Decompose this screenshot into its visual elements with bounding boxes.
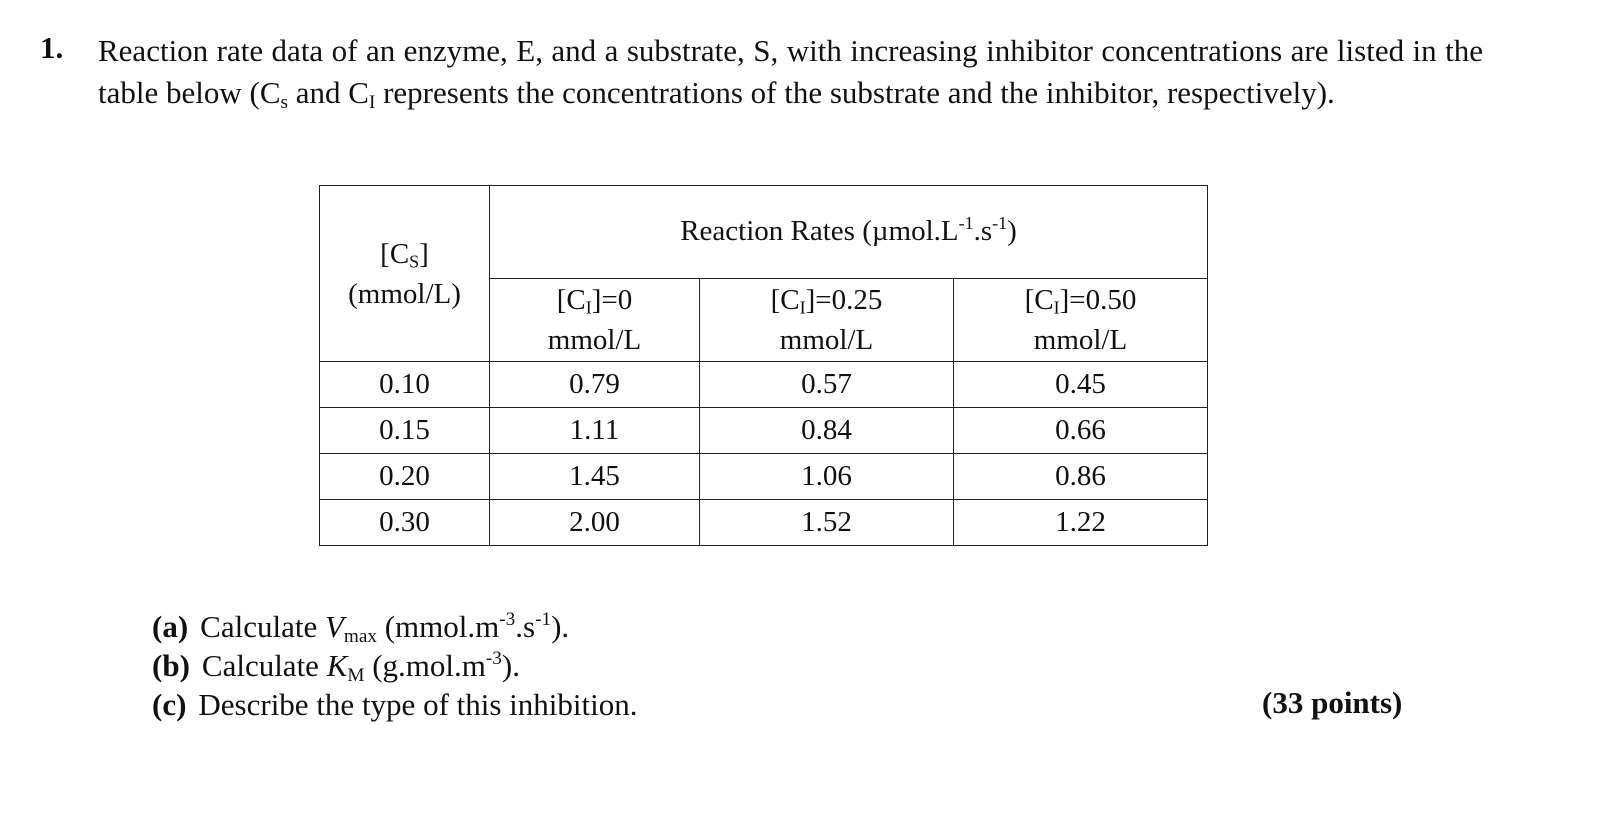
- rate-cell: 1.11: [489, 407, 700, 454]
- table-header-row: [CS] (mmol/L) Reaction Rates (µmol.L-1.s…: [319, 185, 1208, 362]
- cs-cell: 0.20: [319, 453, 490, 500]
- cs-cell: 0.15: [319, 407, 490, 454]
- rate-cell: 1.45: [489, 453, 700, 500]
- question-letter: (b): [152, 648, 190, 683]
- substrate-subscript: s: [280, 91, 288, 113]
- question-b: (b) Calculate KM (g.mol.m-3).: [152, 648, 520, 686]
- cs-cell: 0.30: [319, 499, 490, 546]
- table-row: 0.15 1.11 0.84 0.66: [319, 407, 1208, 454]
- rate-cell: 0.66: [953, 407, 1208, 454]
- table-row: 0.10 0.79 0.57 0.45: [319, 361, 1208, 408]
- statement-text-3: represents the concentrations of the sub…: [375, 75, 1335, 110]
- rate-cell: 2.00: [489, 499, 700, 546]
- cs-cell: 0.10: [319, 361, 490, 408]
- problem-number: 1.: [40, 30, 64, 65]
- rate-cell: 0.86: [953, 453, 1208, 500]
- inhibitor-header-row: [CI]=0 mmol/L [CI]=0.25 mmol/L [CI]=0.50 mm…: [320, 277, 1208, 363]
- inhibitor-column-header-0: [CI]=0 mmol/L: [489, 277, 700, 363]
- problem-statement: Reaction rate data of an enzyme, E, and …: [98, 30, 1483, 114]
- inhibitor-column-header-050: [CI]=0.50 mmol/L: [953, 277, 1208, 363]
- reaction-rates-header: Reaction Rates (µmol.L-1.s-1): [489, 185, 1208, 279]
- rate-cell: 0.57: [699, 361, 954, 408]
- table-row: 0.30 2.00 1.52 1.22: [319, 499, 1208, 546]
- rate-cell: 1.22: [953, 499, 1208, 546]
- km-symbol: K: [326, 648, 348, 683]
- rate-cell: 1.06: [699, 453, 954, 500]
- substrate-concentration-header: [CS] (mmol/L): [319, 185, 490, 362]
- inhibitor-subscript: I: [368, 91, 376, 113]
- reaction-rate-table: [CS] (mmol/L) Reaction Rates (µmol.L-1.s…: [319, 185, 1208, 546]
- substrate-unit: (mmol/L): [348, 277, 461, 310]
- rate-cell: 0.79: [489, 361, 700, 408]
- points-label: (33 points): [1262, 685, 1403, 720]
- rate-cell: 1.52: [699, 499, 954, 546]
- sub-questions: (a) Calculate Vmax (mmol.m-3.s-1). (b) Cal…: [152, 607, 638, 724]
- question-a: (a) Calculate Vmax (mmol.m-3.s-1).: [152, 609, 570, 647]
- rate-cell: 0.45: [953, 361, 1208, 408]
- vmax-symbol: V: [324, 609, 344, 644]
- question-c: (c) Describe the type of this inhibition.: [152, 687, 638, 722]
- question-letter: (c): [152, 687, 187, 722]
- statement-text-2: and C: [288, 75, 369, 110]
- statement-text-1: Reaction rate data of an enzyme, E, and …: [98, 33, 1483, 110]
- question-letter: (a): [152, 609, 189, 644]
- rate-cell: 0.84: [699, 407, 954, 454]
- inhibitor-column-header-025: [CI]=0.25 mmol/L: [699, 277, 954, 363]
- table-row: 0.20 1.45 1.06 0.86: [319, 453, 1208, 500]
